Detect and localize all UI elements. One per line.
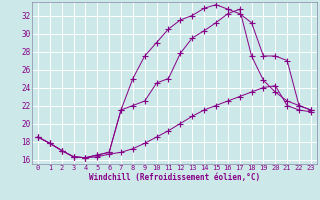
X-axis label: Windchill (Refroidissement éolien,°C): Windchill (Refroidissement éolien,°C) (89, 173, 260, 182)
